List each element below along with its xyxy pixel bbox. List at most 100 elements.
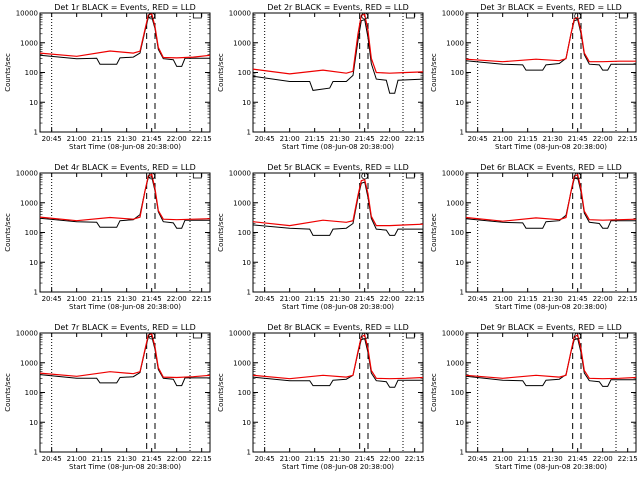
lld-series-line — [39, 173, 211, 222]
x-tick-label: 21:00 — [67, 295, 87, 303]
interval-bracket-icon — [405, 333, 415, 339]
detector-panel: Det 3r BLACK = Events, RED = LLD 1 10 100 10… — [430, 3, 638, 151]
x-tick-label: 21:00 — [67, 135, 87, 143]
x-tick-label: 22:15 — [618, 135, 638, 143]
x-tick-label: 22:15 — [192, 295, 212, 303]
x-tick-label: 21:30 — [330, 135, 350, 143]
y-tick-label: 1000 — [233, 359, 251, 367]
x-axis-label: Start Time (08-Jun-08 20:38:00) — [282, 463, 394, 471]
panel-title: Det 7r BLACK = Events, RED = LLD — [54, 323, 196, 332]
y-tick-label: 10 — [29, 99, 38, 107]
lld-series-line — [252, 13, 424, 75]
events-series-line — [39, 335, 210, 387]
x-tick-label: 22:00 — [380, 135, 400, 143]
detector-panel: Det 4r BLACK = Events, RED = LLD 1 10 100 10… — [4, 163, 212, 311]
events-series-line — [39, 176, 210, 229]
peak-marker-icon — [361, 172, 369, 180]
y-tick-label: 10 — [29, 419, 38, 427]
y-tick-label: 10 — [242, 259, 251, 267]
x-tick-label: 21:15 — [305, 295, 325, 303]
x-axis-label: Start Time (08-Jun-08 20:38:00) — [69, 463, 181, 471]
events-series-line — [39, 16, 210, 67]
y-tick-label: 10000 — [229, 330, 251, 338]
y-tick-label: 100 — [451, 69, 464, 77]
x-axis-label: Start Time (08-Jun-08 20:38:00) — [69, 303, 181, 311]
y-tick-label: 100 — [25, 229, 38, 237]
y-tick-label: 10000 — [442, 10, 464, 18]
peak-marker-icon — [574, 332, 582, 340]
peak-marker-icon — [148, 12, 156, 20]
x-tick-label: 21:30 — [117, 455, 137, 463]
detector-panel: Det 5r BLACK = Events, RED = LLD 1 10 100 10… — [217, 163, 425, 311]
interval-bracket-icon — [618, 173, 628, 179]
x-tick-label: 20:45 — [255, 295, 275, 303]
x-axis-label: Start Time (08-Jun-08 20:38:00) — [495, 143, 607, 151]
detector-panel: Det 9r BLACK = Events, RED = LLD 1 10 100 10… — [430, 323, 638, 471]
events-series-line — [465, 337, 636, 387]
x-axis-label: Start Time (08-Jun-08 20:38:00) — [282, 143, 394, 151]
y-tick-label: 1000 — [446, 199, 464, 207]
y-tick-label: 1000 — [20, 39, 38, 47]
detector-panel: Det 1r BLACK = Events, RED = LLD 1 10 100 10… — [4, 3, 212, 151]
x-tick-label: 21:45 — [568, 455, 588, 463]
x-tick-label: 22:00 — [593, 295, 613, 303]
lld-series-line — [465, 334, 637, 380]
x-tick-label: 20:45 — [255, 135, 275, 143]
y-tick-label: 100 — [451, 389, 464, 397]
panel-title: Det 5r BLACK = Events, RED = LLD — [267, 163, 409, 172]
detector-panel: Det 8r BLACK = Events, RED = LLD 1 10 100 10… — [217, 323, 425, 471]
x-tick-label: 22:00 — [167, 295, 187, 303]
y-tick-label: 10 — [29, 259, 38, 267]
y-tick-label: 1000 — [20, 199, 38, 207]
y-tick-label: 100 — [238, 389, 251, 397]
peak-marker-icon — [361, 332, 369, 340]
y-tick-label: 1 — [247, 129, 251, 137]
y-tick-label: 1 — [460, 129, 464, 137]
x-tick-label: 20:45 — [42, 295, 62, 303]
x-tick-label: 20:45 — [255, 455, 275, 463]
x-tick-label: 21:30 — [330, 295, 350, 303]
x-tick-label: 22:15 — [618, 295, 638, 303]
panel-title: Det 1r BLACK = Events, RED = LLD — [54, 3, 196, 12]
y-tick-label: 1000 — [233, 39, 251, 47]
interval-bracket-icon — [405, 173, 415, 179]
y-tick-label: 100 — [451, 229, 464, 237]
x-tick-label: 22:00 — [593, 455, 613, 463]
y-axis-label: Counts/sec — [430, 213, 438, 252]
y-axis-label: Counts/sec — [430, 53, 438, 92]
plot-frame — [252, 172, 424, 293]
x-tick-label: 21:30 — [543, 295, 563, 303]
x-tick-label: 22:00 — [380, 455, 400, 463]
y-tick-label: 100 — [238, 229, 251, 237]
y-tick-label: 1 — [460, 289, 464, 297]
x-tick-label: 21:30 — [543, 135, 563, 143]
y-axis-label: Counts/sec — [217, 373, 225, 412]
x-tick-label: 22:15 — [192, 455, 212, 463]
x-tick-label: 20:45 — [42, 455, 62, 463]
x-axis-label: Start Time (08-Jun-08 20:38:00) — [69, 143, 181, 151]
x-tick-label: 21:30 — [543, 455, 563, 463]
y-tick-label: 100 — [25, 69, 38, 77]
events-series-line — [252, 337, 423, 388]
x-tick-label: 21:45 — [355, 455, 375, 463]
lld-series-line — [252, 178, 424, 227]
x-tick-label: 21:00 — [280, 295, 300, 303]
x-axis-label: Start Time (08-Jun-08 20:38:00) — [495, 463, 607, 471]
x-tick-label: 21:15 — [305, 135, 325, 143]
y-tick-label: 10 — [455, 99, 464, 107]
y-tick-label: 10000 — [442, 330, 464, 338]
peak-marker-icon — [574, 12, 582, 20]
peak-marker-icon — [361, 12, 369, 20]
y-tick-label: 1 — [460, 449, 464, 457]
interval-bracket-icon — [618, 13, 628, 19]
x-tick-label: 21:45 — [568, 135, 588, 143]
panel-title: Det 2r BLACK = Events, RED = LLD — [267, 3, 409, 12]
x-tick-label: 21:15 — [518, 295, 538, 303]
peak-marker-icon — [574, 172, 582, 180]
x-axis-label: Start Time (08-Jun-08 20:38:00) — [495, 303, 607, 311]
plot-frame — [39, 332, 211, 453]
y-tick-label: 10000 — [16, 330, 38, 338]
x-tick-label: 22:00 — [380, 295, 400, 303]
plot-frame — [252, 332, 424, 453]
